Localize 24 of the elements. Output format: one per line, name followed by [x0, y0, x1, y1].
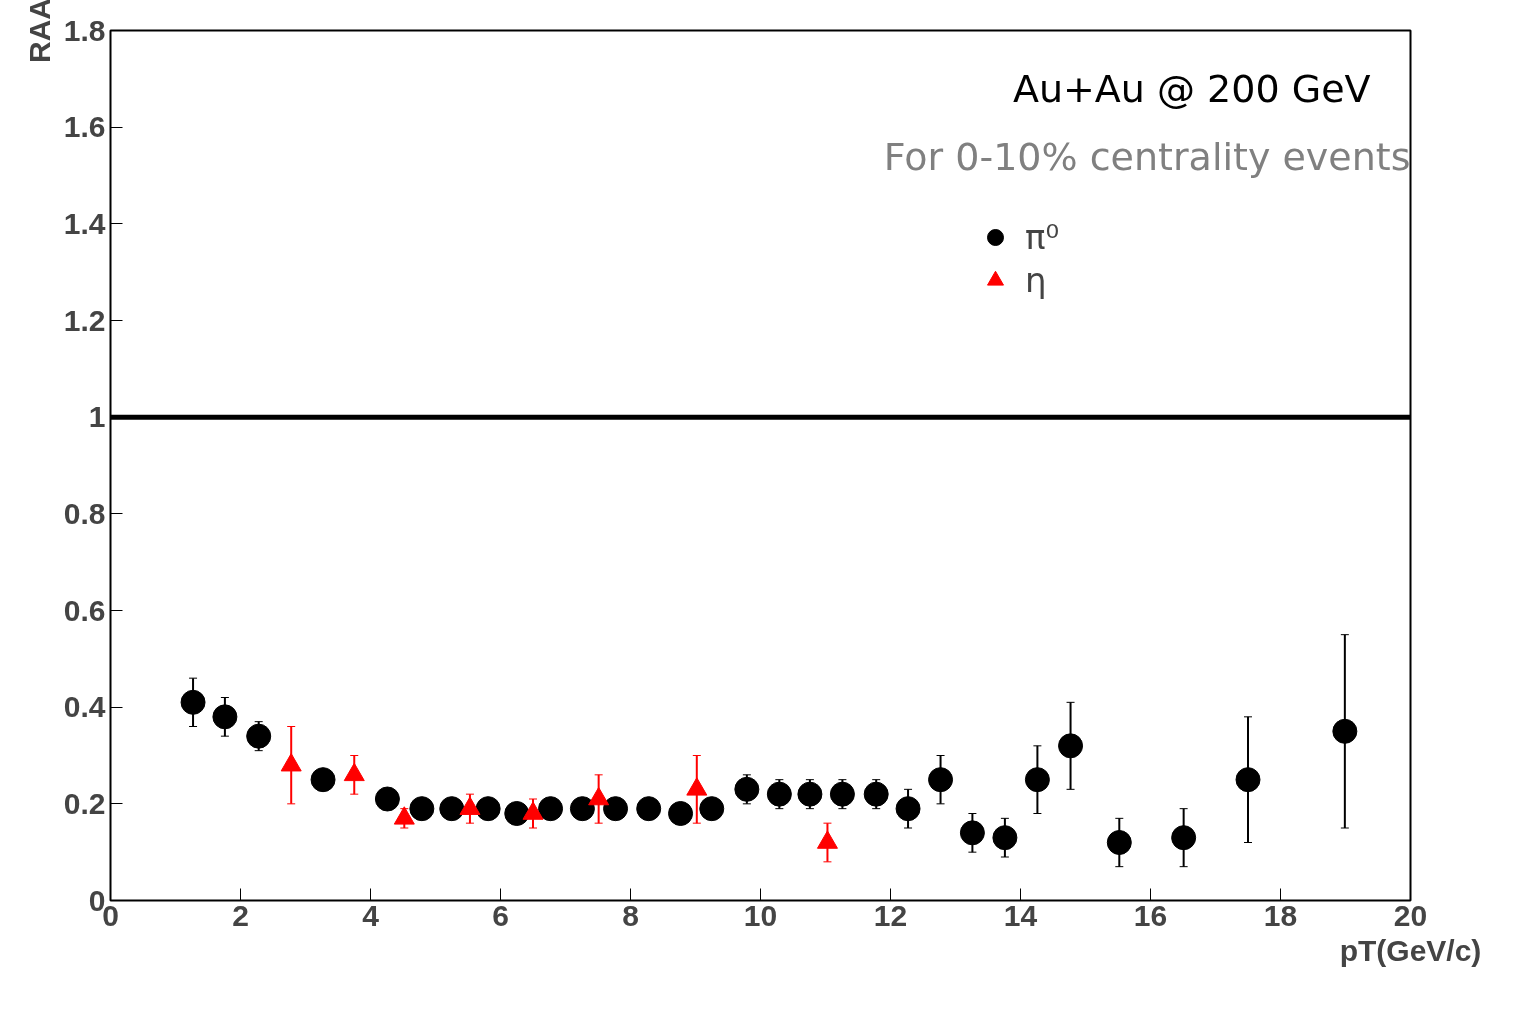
- y-tick-label: 0.4: [63, 690, 106, 724]
- y-tick-label: 1: [88, 400, 106, 434]
- y-tick-label: 1.6: [63, 110, 106, 144]
- x-tick-label: 16: [1133, 898, 1168, 932]
- x-axis-title: pT(GeV/c): [1339, 933, 1482, 967]
- y-tick-label: 0.6: [63, 593, 106, 627]
- x-tick-label: 14: [1003, 898, 1038, 932]
- annotation: For 0-10% centrality events: [883, 134, 1411, 179]
- y-tick-label: 0.8: [63, 496, 106, 530]
- y-tick-label: 0.2: [63, 786, 106, 820]
- x-tick-label: 8: [622, 898, 639, 932]
- y-tick-label: 1.2: [63, 303, 106, 337]
- x-tick-label: 18: [1263, 898, 1298, 932]
- y-tick-label: 1.4: [63, 206, 106, 240]
- x-tick-label: 4: [362, 898, 380, 932]
- x-tick-label: 6: [492, 898, 509, 932]
- legend-label: π⁰: [1025, 217, 1060, 257]
- x-tick-label: 12: [873, 898, 908, 932]
- y-tick-label: 1.8: [63, 13, 106, 47]
- x-tick-label: 2: [232, 898, 249, 932]
- x-tick-label: 20: [1393, 898, 1428, 932]
- legend-label: η: [1025, 260, 1047, 300]
- x-tick-label: 10: [743, 898, 778, 932]
- annotation: Au+Au @ 200 GeV: [1012, 66, 1371, 111]
